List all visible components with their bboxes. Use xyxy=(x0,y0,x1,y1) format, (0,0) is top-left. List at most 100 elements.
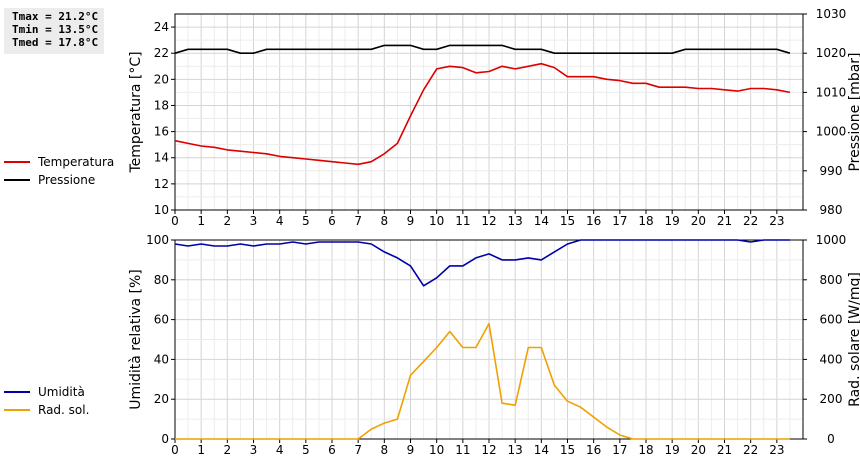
y-tick-label: 12 xyxy=(154,177,169,191)
series-line-pressione xyxy=(174,44,791,55)
y2-tick-label: 0 xyxy=(827,432,835,446)
x-tick-label: 3 xyxy=(250,214,258,228)
x-tick-label: 23 xyxy=(769,443,784,457)
legend-item-pressione: Pressione xyxy=(4,171,114,189)
x-tick-label: 23 xyxy=(769,214,784,228)
x-tick-label: 7 xyxy=(354,443,362,457)
x-tick-label: 22 xyxy=(743,214,758,228)
chart-panel-1: 0 1 2 3 4 5 6 7 8 9 10 11 12 13 14 15 16 17 18 19 20 21 22 2302… xyxy=(128,233,860,457)
legend-label-pressione: Pressione xyxy=(38,173,96,187)
x-tick-label: 20 xyxy=(691,214,706,228)
x-tick-label: 15 xyxy=(560,443,575,457)
x-tick-label: 18 xyxy=(638,214,653,228)
x-tick-label: 9 xyxy=(407,214,415,228)
x-tick-label: 17 xyxy=(612,214,627,228)
y-tick-label: 100 xyxy=(146,233,169,247)
y2-tick-label: 800 xyxy=(820,273,843,287)
x-tick-label: 6 xyxy=(328,214,336,228)
legend-top: Temperatura Pressione xyxy=(4,153,114,189)
x-tick-label: 11 xyxy=(455,214,470,228)
chart-panel-0: 0 1 2 3 4 5 6 7 8 9 10 11 12 13 14 15 16 17 18 19 20 21 22 2310… xyxy=(128,7,860,228)
y-tick-label: 14 xyxy=(154,151,169,165)
y2-tick-label: 1030 xyxy=(816,7,847,21)
x-tick-label: 14 xyxy=(534,214,549,228)
legend-swatch-pressione xyxy=(4,179,30,181)
y-tick-label: 16 xyxy=(154,125,169,139)
y2-tick-label: 400 xyxy=(820,352,843,366)
x-tick-label: 15 xyxy=(560,214,575,228)
x-tick-label: 22 xyxy=(743,443,758,457)
legend-label-radsol: Rad. sol. xyxy=(38,403,90,417)
y-tick-label: 22 xyxy=(154,46,169,60)
y2-axis-title: Pressione [mbar] xyxy=(847,52,860,171)
x-tick-label: 16 xyxy=(586,443,601,457)
x-tick-label: 12 xyxy=(481,214,496,228)
x-tick-label: 21 xyxy=(717,214,732,228)
y-axis-title: Umidità relativa [%] xyxy=(128,269,144,410)
x-tick-label: 5 xyxy=(302,214,310,228)
x-tick-label: 16 xyxy=(586,214,601,228)
legend-swatch-temperatura xyxy=(4,161,30,163)
y-tick-label: 20 xyxy=(154,392,169,406)
y-axis-title: Temperatura [°C] xyxy=(128,51,144,173)
y-tick-label: 60 xyxy=(154,313,169,327)
y2-axis-title: Rad. solare [W/mq] xyxy=(847,272,860,407)
x-tick-label: 4 xyxy=(276,443,284,457)
x-tick-label: 0 xyxy=(171,214,179,228)
x-tick-label: 12 xyxy=(481,443,496,457)
x-tick-label: 0 xyxy=(171,443,179,457)
y2-tick-label: 1000 xyxy=(816,125,847,139)
stats-box: Tmax = 21.2°C Tmin = 13.5°C Tmed = 17.8°… xyxy=(4,8,104,54)
x-tick-label: 2 xyxy=(224,443,232,457)
x-tick-label: 8 xyxy=(381,214,389,228)
legend-bottom: Umidità Rad. sol. xyxy=(4,383,89,419)
x-tick-label: 17 xyxy=(612,443,627,457)
x-tick-label: 18 xyxy=(638,443,653,457)
y2-tick-label: 980 xyxy=(820,203,843,217)
y-tick-label: 18 xyxy=(154,98,169,112)
legend-item-temperatura: Temperatura xyxy=(4,153,114,171)
legend-item-umidita: Umidità xyxy=(4,383,89,401)
y2-tick-label: 1020 xyxy=(816,46,847,60)
x-tick-label: 10 xyxy=(429,443,444,457)
y-tick-label: 10 xyxy=(154,203,169,217)
legend-swatch-umidita xyxy=(4,391,30,393)
x-tick-label: 1 xyxy=(197,443,205,457)
y-tick-label: 20 xyxy=(154,72,169,86)
y-tick-label: 0 xyxy=(161,432,169,446)
series-line-umidit- xyxy=(174,239,790,287)
x-tick-label: 6 xyxy=(328,443,336,457)
x-tick-label: 10 xyxy=(429,214,444,228)
x-tick-label: 8 xyxy=(381,443,389,457)
x-tick-label: 13 xyxy=(508,443,523,457)
x-tick-label: 9 xyxy=(407,443,415,457)
stat-tmed: Tmed = 17.8°C xyxy=(12,36,99,49)
legend-label-temperatura: Temperatura xyxy=(38,155,115,169)
y-tick-label: 80 xyxy=(154,273,169,287)
x-tick-label: 20 xyxy=(691,443,706,457)
y2-tick-label: 990 xyxy=(820,164,843,178)
x-tick-label: 21 xyxy=(717,443,732,457)
legend-label-umidita: Umidità xyxy=(38,385,85,399)
x-tick-label: 1 xyxy=(197,214,205,228)
y2-tick-label: 1000 xyxy=(816,233,847,247)
x-tick-label: 2 xyxy=(224,214,232,228)
x-tick-label: 13 xyxy=(508,214,523,228)
x-tick-label: 19 xyxy=(665,443,680,457)
y2-tick-label: 200 xyxy=(820,392,843,406)
stat-tmin: Tmin = 13.5°C xyxy=(12,23,99,36)
x-tick-label: 4 xyxy=(276,214,284,228)
y-tick-label: 40 xyxy=(154,352,169,366)
x-tick-label: 19 xyxy=(665,214,680,228)
x-tick-label: 3 xyxy=(250,443,258,457)
y2-tick-label: 600 xyxy=(820,313,843,327)
series-line-rad-sol- xyxy=(175,322,790,440)
legend-swatch-radsol xyxy=(4,409,30,411)
stat-tmax: Tmax = 21.2°C xyxy=(12,10,99,23)
x-tick-label: 5 xyxy=(302,443,310,457)
x-tick-label: 11 xyxy=(455,443,470,457)
y-tick-label: 24 xyxy=(154,20,169,34)
series-line-temperatura xyxy=(174,62,791,166)
y2-tick-label: 1010 xyxy=(816,85,847,99)
